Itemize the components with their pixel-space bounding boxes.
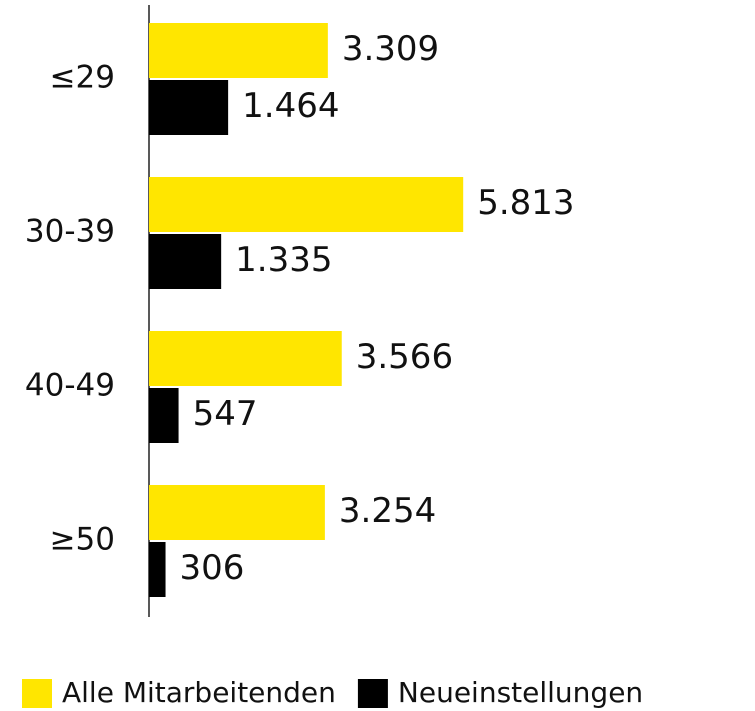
category-label: ≥50	[50, 522, 115, 558]
bar	[149, 542, 166, 597]
bar	[149, 23, 328, 78]
category-label: 40-49	[25, 368, 115, 404]
value-label: 1.464	[242, 86, 339, 126]
value-label: 3.566	[356, 337, 453, 377]
value-label: 3.309	[342, 29, 439, 69]
bar	[149, 234, 222, 289]
legend-label: Neueinstellungen	[398, 676, 643, 709]
value-label: 1.335	[235, 240, 332, 280]
value-label: 3.254	[339, 491, 436, 531]
category-label: 30-39	[25, 214, 115, 250]
bar	[149, 485, 325, 540]
bar	[149, 388, 179, 443]
value-label: 547	[193, 394, 258, 434]
legend-swatch	[357, 679, 388, 708]
bar	[149, 177, 464, 232]
bar	[149, 331, 342, 386]
value-label: 5.813	[477, 183, 574, 223]
category-label: ≤29	[50, 60, 115, 96]
value-label: 306	[180, 548, 245, 588]
bar	[149, 80, 229, 135]
legend-label: Alle Mitarbeitenden	[62, 676, 336, 709]
legend-swatch	[22, 679, 52, 708]
